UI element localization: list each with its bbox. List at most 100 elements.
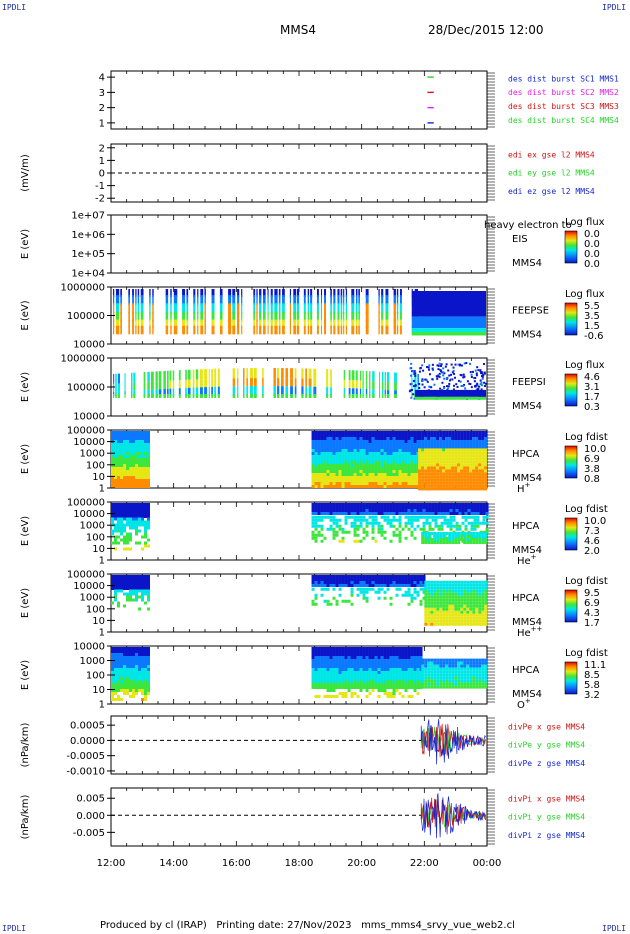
spectro-cell	[343, 319, 345, 328]
spectro-dot	[439, 370, 442, 373]
spectro-cell	[427, 478, 431, 482]
spectro-cell	[419, 602, 423, 606]
spectro-cell	[377, 575, 381, 578]
spectro-cell	[341, 683, 345, 686]
spectro-cell	[117, 575, 120, 578]
spectro-cell	[350, 464, 354, 467]
spectro-cell	[371, 446, 375, 449]
spectro-cell	[250, 386, 253, 396]
spectro-cell	[428, 515, 432, 519]
spectro-cell	[192, 394, 195, 398]
spectro-cell	[398, 431, 402, 434]
spectro-cell	[374, 515, 378, 519]
spectro-cell	[430, 538, 434, 541]
spectro-cell	[129, 437, 132, 440]
spectro-cell	[317, 653, 321, 656]
spectro-cell	[147, 509, 150, 512]
spectro-cell	[262, 386, 264, 396]
spectro-cell	[338, 662, 342, 665]
spectro-cell	[132, 674, 135, 677]
spectro-cell	[481, 541, 485, 544]
spectro-cell	[267, 325, 269, 335]
spectro-cell	[472, 472, 476, 476]
spectro-cell	[427, 487, 431, 491]
spectro-cell	[320, 653, 324, 656]
spectro-cell	[123, 526, 126, 530]
spectro-cell	[368, 683, 372, 686]
spectro-cell	[478, 434, 482, 437]
spectro-cell	[428, 503, 432, 506]
spectro-cell	[394, 382, 397, 391]
spectro-cell	[310, 319, 313, 328]
colorbar-tick-label: 4.6	[584, 372, 600, 383]
spectro-cell	[430, 472, 434, 476]
spectro-cell	[457, 607, 461, 611]
spectro-cell	[401, 479, 405, 482]
spectro-cell	[314, 509, 318, 512]
spectro-cell	[338, 440, 342, 443]
spectro-cell	[135, 503, 138, 506]
spectro-cell	[338, 449, 342, 452]
spectro-cell	[436, 451, 440, 455]
spectro-cell	[329, 680, 333, 683]
spectro-cell	[362, 443, 366, 446]
spectro-cell	[332, 653, 336, 656]
spectro-cell	[123, 485, 126, 488]
spectro-cell	[185, 387, 187, 396]
spectro-cell	[478, 451, 482, 455]
spectro-cell	[440, 521, 444, 525]
spectro-dot	[427, 366, 430, 369]
spectro-cell	[454, 583, 458, 587]
spectro-cell	[344, 683, 348, 686]
spectro-cell	[126, 512, 129, 515]
spectro-cell	[126, 506, 129, 509]
spectro-cell	[392, 479, 396, 482]
spectro-cell	[454, 613, 458, 617]
spectro-cell	[362, 686, 366, 689]
spectro-cell	[185, 394, 187, 398]
spectro-cell	[246, 386, 248, 396]
spectro-cell	[314, 518, 318, 522]
spectro-cell	[451, 622, 455, 626]
spectro-cell	[418, 463, 422, 467]
spectro-cell	[445, 457, 449, 461]
spectro-cell	[314, 593, 318, 597]
spectro-dot	[409, 389, 412, 392]
spectro-cell	[353, 575, 357, 578]
spectro-cell	[383, 578, 387, 581]
spectro-cell	[281, 394, 284, 398]
spectro-cell	[472, 431, 476, 434]
spectro-cell	[311, 503, 315, 506]
spectro-cell	[380, 434, 384, 437]
spacecraft-label: MMS4	[512, 330, 542, 341]
spectro-cell	[368, 434, 372, 437]
spectro-cell	[123, 578, 126, 581]
spectro-cell	[460, 613, 464, 617]
spectro-cell	[326, 680, 330, 683]
spectro-cell	[117, 683, 120, 686]
spectro-cell	[368, 485, 372, 488]
spectro-cell	[332, 578, 336, 581]
spectro-cell	[314, 584, 318, 587]
spectro-cell	[460, 478, 464, 482]
spacecraft-label: MMS4	[512, 473, 542, 484]
spectro-cell	[401, 458, 405, 461]
spectro-cell	[123, 671, 126, 674]
spectro-cell	[144, 656, 147, 659]
spectro-cell	[335, 476, 339, 479]
spectro-cell	[144, 467, 147, 470]
spectro-cell	[439, 598, 443, 602]
spectro-cell	[433, 595, 437, 599]
spectro-cell	[430, 613, 434, 617]
spectro-cell	[343, 369, 346, 380]
spectro-cell	[324, 303, 327, 314]
spectro-cell	[383, 518, 387, 522]
spectro-cell	[320, 440, 324, 443]
spectro-dot	[429, 373, 432, 376]
spectro-dot	[480, 375, 483, 378]
spectro-cell	[374, 470, 378, 473]
spectro-cell	[356, 677, 360, 680]
spectro-cell	[114, 479, 117, 482]
spectro-cell	[311, 446, 315, 449]
